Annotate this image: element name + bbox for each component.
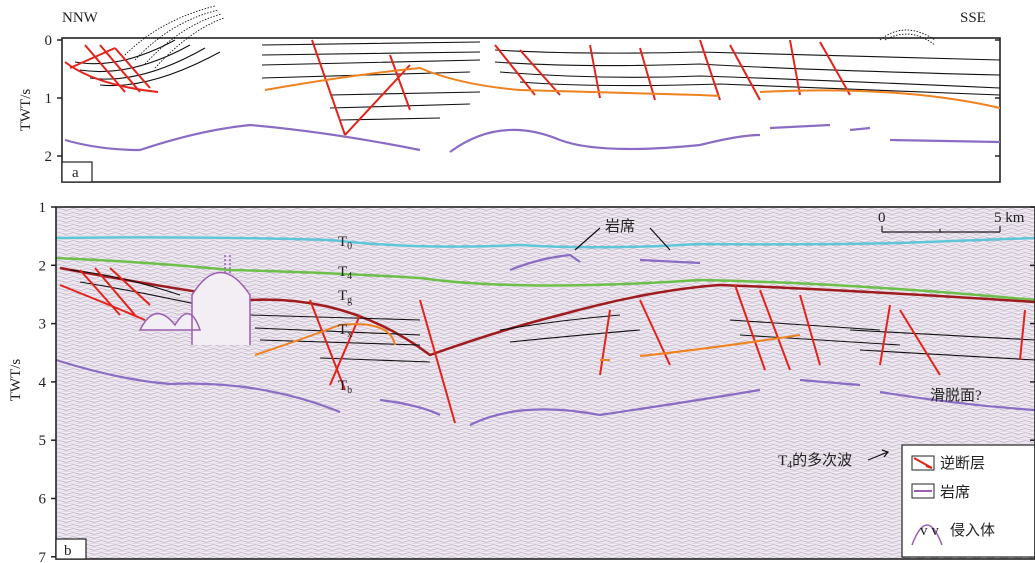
y-tick-label: 4 — [39, 375, 47, 391]
y-tick-label: 6 — [39, 492, 47, 508]
y-tick-label: 0 — [45, 33, 53, 49]
panel-frame — [62, 38, 1000, 182]
direction-right: SSE — [960, 10, 986, 26]
panel-a: NNW SSE TWT/s 0 1 2 a — [18, 6, 1000, 182]
scale-start: 0 — [878, 210, 886, 226]
direction-left: NNW — [62, 10, 99, 26]
y-tick-label: 1 — [39, 200, 47, 216]
y-tick-label: 7 — [39, 550, 47, 563]
annotation: 滑脱面? — [930, 387, 982, 404]
y-axis-title: TWT/s — [18, 89, 34, 132]
interpretation-lines — [65, 6, 1000, 152]
y-tick-label: 2 — [45, 149, 53, 165]
y-tick-label: 5 — [39, 433, 47, 449]
legend-label: 岩席 — [940, 484, 970, 501]
y-axis-title: TWT/s — [8, 359, 24, 402]
svg-text:v v: v v — [920, 523, 939, 539]
figure: NNW SSE TWT/s 0 1 2 a TWT/s 1 2 3 4 5 6 7 — [0, 0, 1035, 563]
y-tick-label: 2 — [39, 258, 47, 274]
panel-label: b — [64, 543, 72, 559]
legend-label: 逆断层 — [940, 455, 985, 472]
annotation: 岩席 — [605, 218, 635, 235]
y-tick-label: 1 — [45, 91, 53, 107]
legend-label: 侵入体 — [950, 522, 995, 539]
panel-label: a — [72, 165, 79, 181]
scale-end: 5 km — [994, 210, 1025, 226]
legend: 逆断层 岩席 v v 侵入体 — [902, 445, 1035, 557]
y-tick-label: 3 — [39, 317, 47, 333]
